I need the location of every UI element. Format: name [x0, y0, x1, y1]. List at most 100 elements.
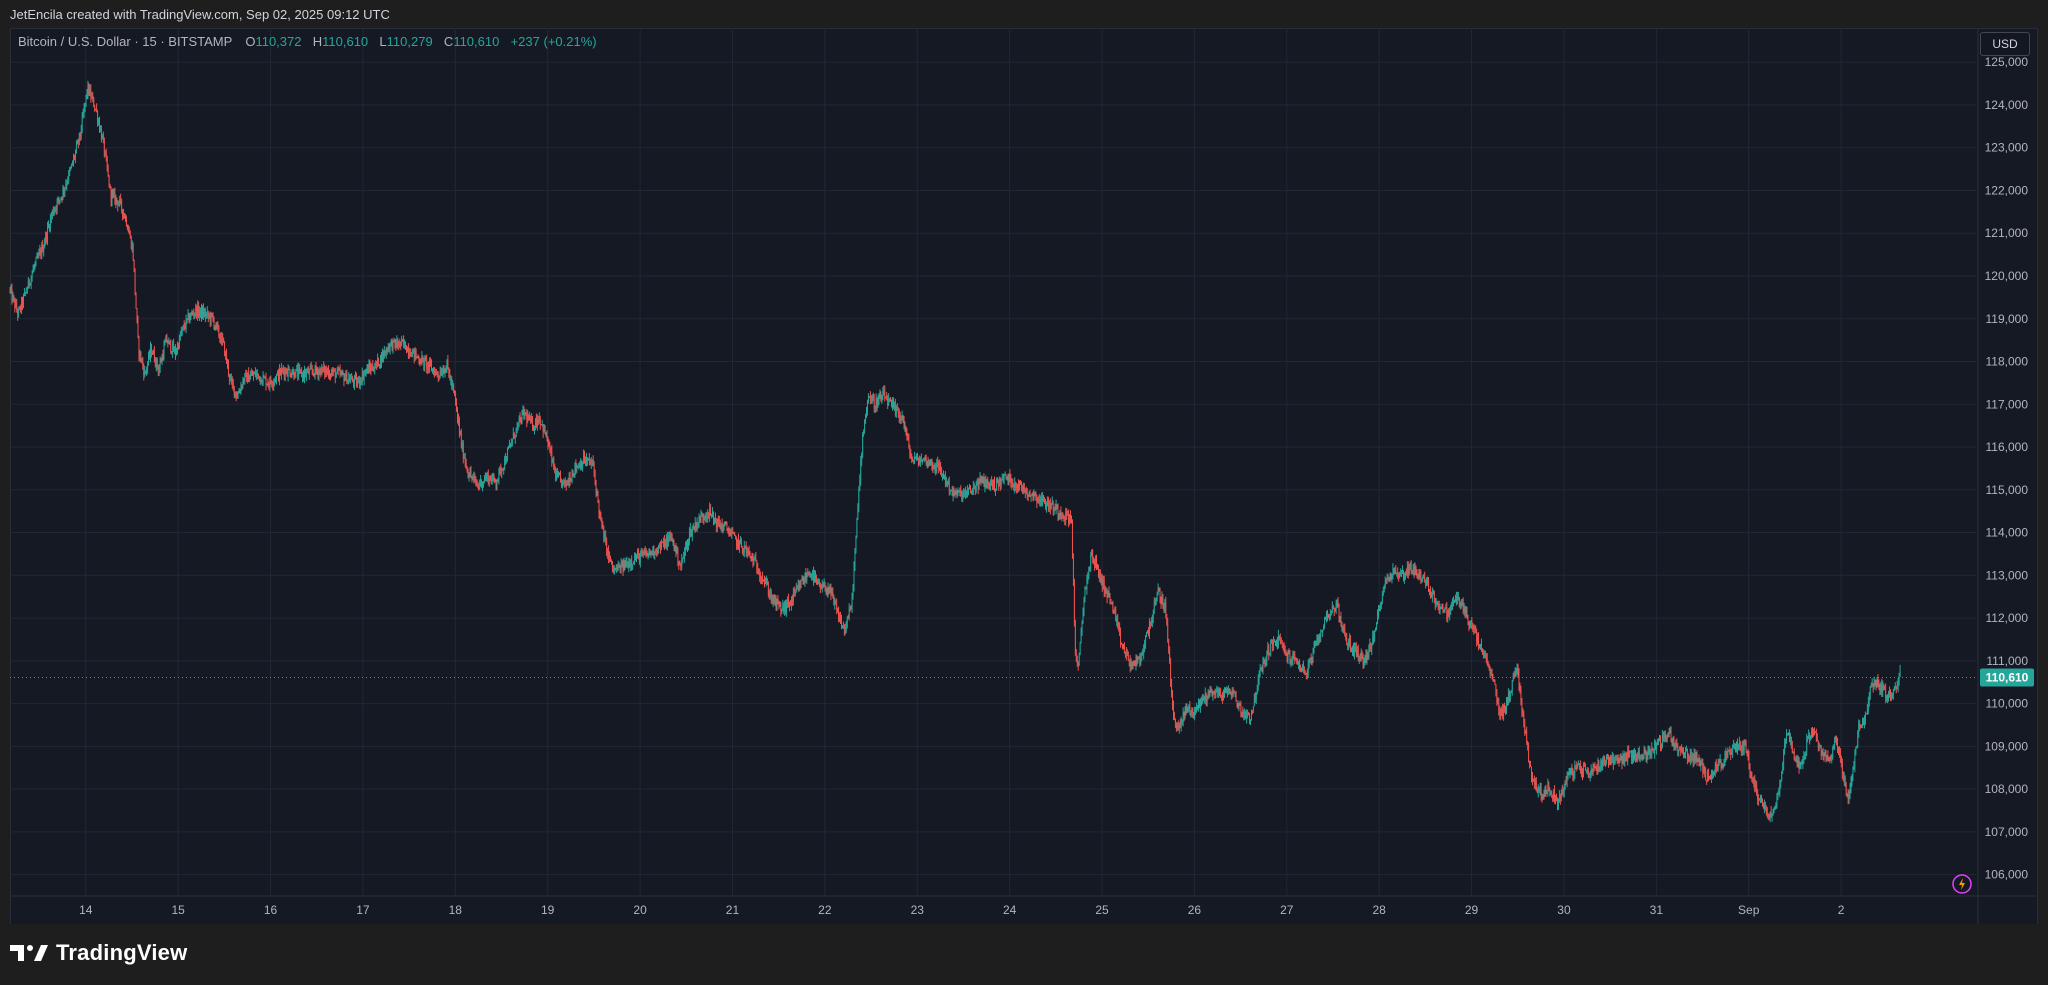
candle-body — [1795, 760, 1797, 762]
candle-body — [1876, 679, 1878, 686]
candle-body — [1678, 749, 1680, 753]
candle-body — [468, 476, 470, 478]
candle-body — [469, 471, 471, 477]
candle-body — [777, 599, 779, 605]
candle-body — [1424, 577, 1426, 582]
candle-body — [1435, 603, 1437, 605]
candle-body — [1254, 694, 1256, 699]
candle-body — [1207, 691, 1209, 699]
candle-body — [1665, 737, 1667, 742]
candle-body — [268, 384, 270, 386]
candle-body — [1098, 571, 1100, 577]
candle-body — [1666, 736, 1668, 742]
chart-frame[interactable] — [10, 28, 2038, 926]
candle-body — [1868, 695, 1870, 702]
candle-body — [1022, 486, 1023, 493]
candle-body — [1572, 773, 1574, 776]
candle-body — [1075, 654, 1077, 660]
candle-body — [1427, 581, 1428, 582]
candle-body — [1718, 761, 1720, 763]
candle-body — [327, 370, 328, 373]
candle-body — [1858, 723, 1860, 732]
candle-body — [977, 482, 979, 490]
candle-body — [1782, 764, 1784, 772]
candle-body — [1211, 689, 1213, 696]
candle-body — [1216, 690, 1218, 692]
candle-body — [613, 568, 615, 573]
candle-body — [505, 458, 507, 463]
candle-body — [808, 573, 810, 575]
candle-body — [1729, 750, 1731, 752]
y-tick-label: 115,000 — [1986, 483, 2029, 497]
candle-body — [141, 360, 143, 362]
candle-body — [80, 130, 82, 136]
candle-body — [736, 538, 737, 547]
candle-body — [58, 198, 60, 200]
candle-body — [1124, 652, 1126, 654]
candle-body — [877, 400, 879, 408]
candle-body — [26, 288, 28, 292]
candle-body — [933, 467, 935, 469]
candle-body — [321, 366, 323, 376]
candle-body — [724, 523, 726, 524]
candle-body — [1406, 565, 1408, 575]
candle-body — [1222, 696, 1223, 700]
candle-body — [1108, 592, 1110, 595]
candle-body — [1847, 794, 1849, 799]
low-label: L — [379, 34, 387, 49]
candle-body — [1501, 709, 1503, 716]
candle-body — [891, 400, 892, 407]
candle-body — [315, 366, 317, 371]
candle-body — [1566, 777, 1568, 782]
candle-body — [499, 468, 501, 470]
candle-body — [1622, 753, 1624, 764]
candle-body — [149, 354, 150, 357]
candle-body — [1282, 644, 1284, 646]
candle-body — [1365, 655, 1367, 663]
candle-body — [75, 151, 76, 158]
candle-body — [97, 111, 98, 123]
candle-body — [1827, 755, 1829, 758]
candle-body — [326, 369, 328, 373]
candle-body — [1804, 754, 1806, 757]
candle-body — [331, 372, 332, 376]
candle-body — [98, 121, 99, 123]
candle-body — [597, 491, 599, 502]
candle-body — [980, 477, 982, 482]
candle-body — [1707, 771, 1709, 781]
x-tick-label: 24 — [1003, 903, 1017, 917]
currency-button[interactable]: USD — [1980, 32, 2030, 56]
tradingview-brand[interactable]: TradingView — [10, 940, 187, 966]
y-tick-label: 114,000 — [1986, 526, 2029, 540]
candle-body — [1388, 577, 1390, 581]
candle-body — [565, 480, 567, 486]
candle-body — [1234, 692, 1236, 694]
candle-body — [38, 252, 40, 257]
candle-body — [262, 376, 264, 383]
y-tick-label: 125,000 — [1985, 55, 2029, 69]
candle-body — [611, 561, 612, 562]
candle-body — [561, 479, 562, 486]
candle-body — [1098, 565, 1099, 577]
candle-body — [1493, 680, 1495, 682]
candle-body — [683, 556, 685, 559]
x-tick-label: 27 — [1280, 903, 1294, 917]
candle-body — [719, 525, 721, 529]
candle-body — [309, 367, 311, 370]
candle-body — [351, 377, 353, 380]
candle-body — [1346, 636, 1348, 644]
candle-body — [1466, 610, 1468, 619]
candle-body — [64, 188, 66, 192]
candle-body — [976, 482, 978, 485]
candle-body — [1421, 578, 1423, 581]
candle-body — [1591, 768, 1593, 772]
candle-body — [1769, 811, 1771, 818]
candle-body — [996, 478, 998, 481]
candle-body — [1567, 775, 1569, 778]
candle-body — [610, 555, 611, 562]
candle-body — [387, 347, 389, 352]
candle-body — [186, 318, 188, 320]
candle-body — [407, 347, 408, 353]
candle-body — [200, 307, 201, 313]
